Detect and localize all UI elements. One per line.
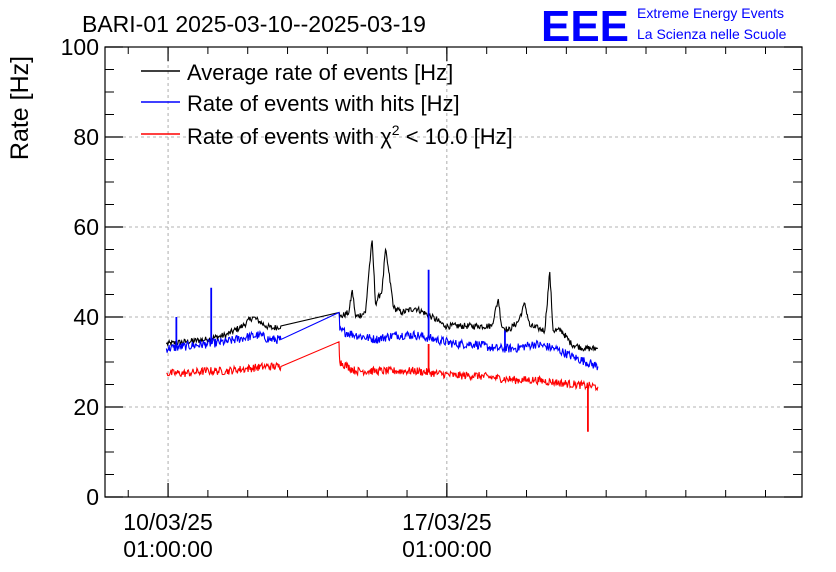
eee-logo-line1: Extreme Energy Events (637, 5, 784, 21)
series-hits (165, 269, 599, 371)
x-tick-label-date: 17/03/25 (402, 509, 492, 535)
series-line-average (165, 240, 599, 352)
x-tick-label-date: 10/03/25 (123, 509, 213, 535)
y-tick-label: 100 (61, 34, 99, 60)
legend-label-hits: Rate of events with hits [Hz] (187, 91, 460, 116)
eee-logo-mark: EEE (541, 2, 629, 51)
legend: Average rate of events [Hz] Rate of even… (141, 60, 513, 149)
eee-logo-line2: La Scienza nelle Scuole (637, 26, 787, 42)
legend-label-chi2-suffix: < 10.0 [Hz] (400, 124, 513, 149)
y-axis-label: Rate [Hz] (6, 56, 34, 160)
legend-label-chi2-prefix: Rate of events with (187, 124, 380, 149)
series-average (165, 240, 599, 352)
legend-label-average: Average rate of events [Hz] (187, 60, 453, 85)
legend-entry-chi2: Rate of events with χ2 < 10.0 [Hz] (141, 122, 513, 149)
eee-logo: EEE Extreme Energy Events La Scienza nel… (541, 2, 787, 51)
y-tick-label: 20 (73, 394, 99, 420)
grid (105, 47, 802, 497)
legend-label-chi2-exponent: 2 (392, 122, 400, 138)
tick-labels: 02040608010010/03/2501:00:0017/03/2501:0… (61, 34, 492, 562)
chart-title: BARI-01 2025-03-10--2025-03-19 (82, 11, 426, 37)
series-chi2 (166, 340, 599, 432)
axis-ticks (105, 46, 802, 498)
x-tick-label-time: 01:00:00 (123, 536, 213, 562)
y-tick-label: 80 (73, 124, 99, 150)
legend-entry-hits: Rate of events with hits [Hz] (141, 91, 460, 116)
legend-label-chi2-symbol: χ (380, 124, 392, 149)
legend-entry-average: Average rate of events [Hz] (141, 60, 453, 85)
legend-label-chi2: Rate of events with χ2 < 10.0 [Hz] (187, 122, 513, 149)
x-tick-label-time: 01:00:00 (402, 536, 492, 562)
series-line-chi2 (166, 340, 599, 392)
y-tick-label: 60 (73, 214, 99, 240)
series-layer (165, 240, 599, 432)
y-tick-label: 0 (86, 484, 99, 510)
series-line-hits (165, 311, 599, 371)
y-tick-label: 40 (73, 304, 99, 330)
